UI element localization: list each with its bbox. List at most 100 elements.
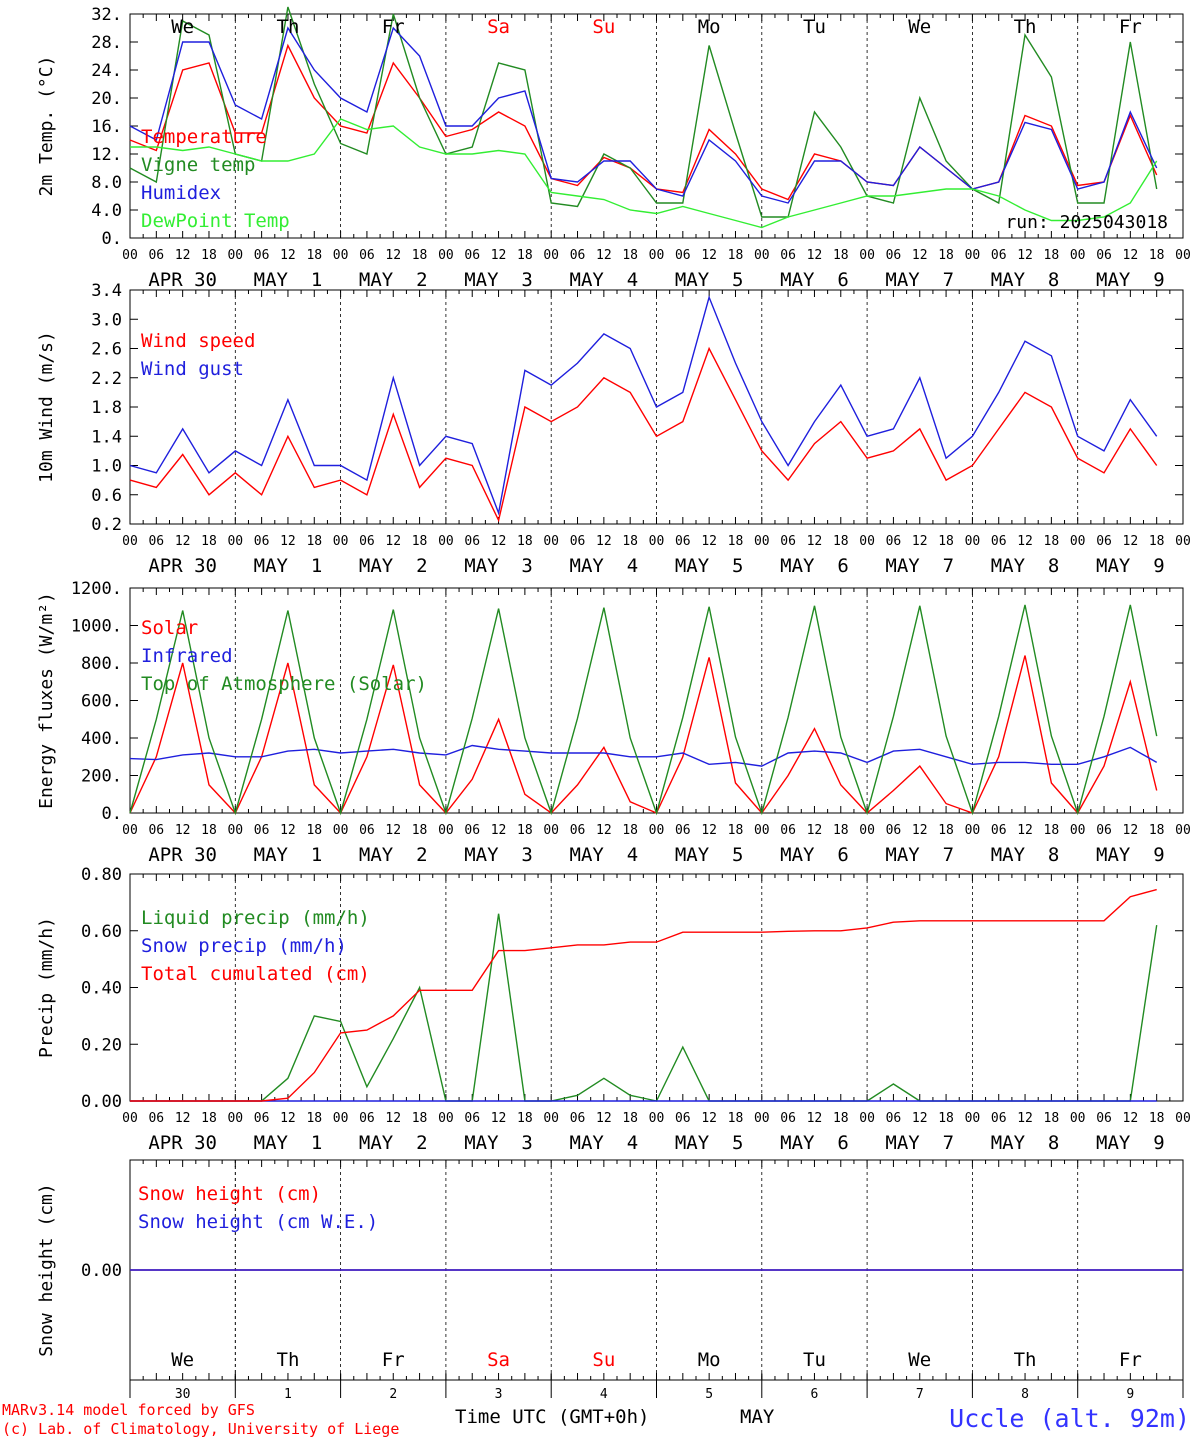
hour-tick-label: 12 bbox=[385, 534, 401, 549]
hour-tick-label: 18 bbox=[1149, 534, 1165, 549]
hour-tick-label: 00 bbox=[333, 248, 349, 263]
y-tick-label: 0.2 bbox=[91, 515, 122, 535]
date-label: MAY 1 bbox=[254, 844, 323, 866]
hour-tick-label: 18 bbox=[1044, 248, 1060, 263]
hour-tick-label: 12 bbox=[596, 534, 612, 549]
hour-tick-label: 12 bbox=[701, 1111, 717, 1126]
hour-tick-label: 06 bbox=[780, 248, 796, 263]
month-label: MAY bbox=[740, 1406, 775, 1428]
date-label: MAY 8 bbox=[991, 555, 1060, 577]
location-label: Uccle (alt. 92m) bbox=[949, 1404, 1190, 1433]
hour-tick-label: 12 bbox=[701, 248, 717, 263]
y-tick-label: 400. bbox=[81, 729, 122, 749]
day-number: 6 bbox=[811, 1387, 819, 1402]
wind-series-0 bbox=[129, 346, 1158, 523]
hour-tick-label: 00 bbox=[1175, 1111, 1191, 1126]
hour-tick-label: 06 bbox=[570, 1111, 586, 1126]
y-tick-label: 1200. bbox=[71, 579, 122, 599]
weekday-label: Sa bbox=[487, 1349, 510, 1371]
lab-credit: (c) Lab. of Climatology, University of L… bbox=[2, 1420, 399, 1438]
wind-series-1 bbox=[129, 295, 1158, 516]
hour-tick-label: 06 bbox=[254, 534, 270, 549]
hour-tick-label: 00 bbox=[1175, 534, 1191, 549]
hour-tick-label: 18 bbox=[728, 1111, 744, 1126]
hour-tick-label: 12 bbox=[807, 1111, 823, 1126]
day-number: 9 bbox=[1126, 1387, 1134, 1402]
hour-tick-label: 00 bbox=[754, 248, 770, 263]
hour-tick-label: 00 bbox=[122, 1111, 138, 1126]
y-tick-label: 0.20 bbox=[81, 1035, 122, 1055]
hour-tick-label: 18 bbox=[622, 823, 638, 838]
y-tick-label: 8.0 bbox=[91, 173, 122, 193]
y-axis-label: Snow height (cm) bbox=[36, 1183, 57, 1356]
y-tick-label: 3.4 bbox=[91, 281, 122, 301]
weekday-label: We bbox=[908, 1349, 931, 1371]
hour-tick-label: 06 bbox=[359, 248, 375, 263]
hour-tick-label: 00 bbox=[1175, 248, 1191, 263]
hour-tick-label: 06 bbox=[780, 1111, 796, 1126]
y-tick-label: 32. bbox=[91, 5, 122, 25]
hour-tick-label: 12 bbox=[1017, 248, 1033, 263]
date-label: MAY 8 bbox=[991, 844, 1060, 866]
hour-tick-label: 06 bbox=[570, 248, 586, 263]
hour-tick-label: 18 bbox=[938, 1111, 954, 1126]
hour-tick-label: 12 bbox=[1017, 534, 1033, 549]
hour-tick-label: 00 bbox=[122, 534, 138, 549]
hour-tick-label: 18 bbox=[833, 534, 849, 549]
hour-tick-label: 06 bbox=[1096, 823, 1112, 838]
y-tick-label: 2.6 bbox=[91, 340, 122, 360]
hour-tick-label: 00 bbox=[965, 248, 981, 263]
hour-tick-label: 00 bbox=[859, 823, 875, 838]
y-tick-label: 16. bbox=[91, 117, 122, 137]
hour-tick-label: 12 bbox=[491, 534, 507, 549]
hour-tick-label: 06 bbox=[148, 1111, 164, 1126]
hour-tick-label: 06 bbox=[148, 823, 164, 838]
y-axis-label: 10m Wind (m/s) bbox=[36, 331, 57, 483]
hour-tick-label: 06 bbox=[1096, 248, 1112, 263]
hour-tick-label: 06 bbox=[464, 248, 480, 263]
time-axis-label: Time UTC (GMT+0h) bbox=[455, 1406, 649, 1428]
hour-tick-label: 18 bbox=[201, 1111, 217, 1126]
hour-tick-label: 06 bbox=[1096, 1111, 1112, 1126]
date-label: MAY 9 bbox=[1096, 269, 1165, 291]
legend-entry: Solar bbox=[141, 617, 198, 639]
hour-tick-label: 00 bbox=[649, 823, 665, 838]
date-label: MAY 4 bbox=[570, 844, 639, 866]
hour-tick-label: 06 bbox=[675, 823, 691, 838]
hour-tick-label: 00 bbox=[333, 823, 349, 838]
y-tick-label: 1.4 bbox=[91, 427, 122, 447]
hour-tick-label: 00 bbox=[333, 1111, 349, 1126]
day-number: 30 bbox=[175, 1387, 191, 1402]
hour-tick-label: 18 bbox=[833, 823, 849, 838]
date-label: APR 30 bbox=[148, 555, 217, 577]
temperature-series-3 bbox=[130, 118, 1158, 229]
hour-tick-label: 12 bbox=[1123, 534, 1139, 549]
run-label: run: 2025043018 bbox=[1005, 212, 1168, 233]
hour-tick-label: 06 bbox=[886, 1111, 902, 1126]
y-tick-label: 200. bbox=[81, 767, 122, 787]
date-label: MAY 8 bbox=[991, 269, 1060, 291]
date-label: MAY 2 bbox=[359, 555, 428, 577]
weekday-label: We bbox=[171, 1349, 194, 1371]
hour-tick-label: 06 bbox=[570, 534, 586, 549]
hour-tick-label: 18 bbox=[306, 823, 322, 838]
hour-tick-label: 12 bbox=[491, 248, 507, 263]
hour-tick-label: 12 bbox=[912, 534, 928, 549]
series-lines bbox=[129, 6, 1183, 1271]
legend-entry: Temperature bbox=[141, 126, 267, 148]
hour-tick-label: 12 bbox=[175, 1111, 191, 1126]
y-tick-label: 3.0 bbox=[91, 310, 122, 330]
date-label: MAY 9 bbox=[1096, 1132, 1165, 1154]
hour-tick-label: 06 bbox=[886, 534, 902, 549]
day-number: 5 bbox=[705, 1387, 713, 1402]
date-label: MAY 1 bbox=[254, 1132, 323, 1154]
hour-tick-label: 06 bbox=[1096, 534, 1112, 549]
hour-tick-label: 00 bbox=[1070, 1111, 1086, 1126]
hour-tick-label: 06 bbox=[359, 823, 375, 838]
legend-entry: Top of Atmosphere (Solar) bbox=[141, 673, 427, 695]
hour-tick-label: 18 bbox=[412, 248, 428, 263]
hour-tick-label: 12 bbox=[912, 1111, 928, 1126]
hour-tick-label: 00 bbox=[754, 823, 770, 838]
day-number: 8 bbox=[1021, 1387, 1029, 1402]
